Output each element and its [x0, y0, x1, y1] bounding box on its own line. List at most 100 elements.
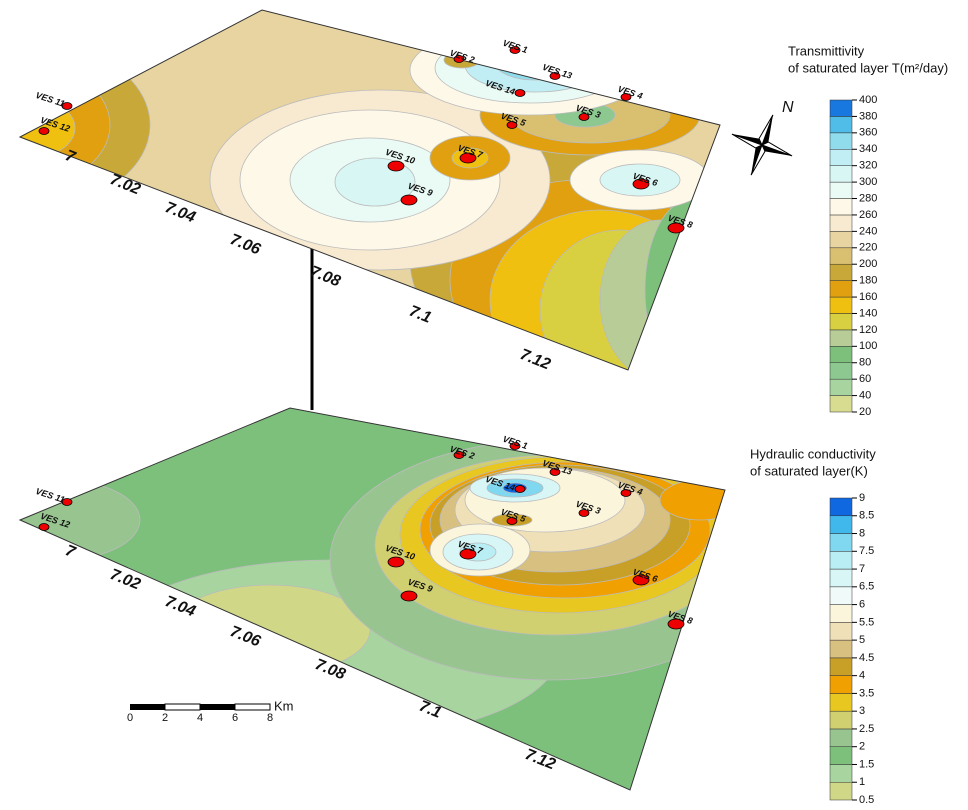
- colorbar-tick-label: 340: [859, 143, 877, 155]
- colorbar-title: Transmittivity: [788, 43, 865, 58]
- colorbar-tick-label: 3: [859, 705, 865, 717]
- colorbar-tick-label: 7: [859, 563, 865, 575]
- station-label: VES 11: [34, 486, 65, 505]
- colorbar-tick-label: 20: [859, 406, 871, 418]
- axis-label: 7.12: [517, 346, 552, 373]
- transmittivity-map: [0, 10, 735, 390]
- colorbar-tick-label: 1.5: [859, 758, 874, 770]
- axis-label: 7: [63, 542, 79, 562]
- colorbar-tick-label: 280: [859, 192, 877, 204]
- colorbar-swatch: [830, 498, 852, 516]
- colorbar-tick-label: 160: [859, 291, 877, 303]
- colorbar-swatch: [830, 379, 852, 395]
- station-marker: [39, 524, 49, 531]
- colorbar-swatch: [830, 551, 852, 569]
- colorbar-tick-label: 380: [859, 110, 877, 122]
- colorbar-swatch: [830, 215, 852, 231]
- colorbar-swatch: [830, 658, 852, 676]
- colorbar-tick-label: 0.5: [859, 794, 874, 806]
- colorbar-swatch: [830, 640, 852, 658]
- colorbar-swatch: [830, 313, 852, 329]
- colorbar-tick-label: 1: [859, 776, 865, 788]
- colorbar-swatch: [830, 199, 852, 215]
- colorbar-swatch: [830, 516, 852, 534]
- colorbar-swatch: [830, 231, 852, 247]
- colorbar-tick-label: 100: [859, 340, 877, 352]
- colorbar-tick-label: 140: [859, 307, 877, 319]
- colorbar-swatch: [830, 764, 852, 782]
- scale-label: 6: [232, 712, 238, 724]
- colorbar-title: Hydraulic conductivity: [750, 446, 876, 461]
- station-marker: [388, 557, 404, 567]
- colorbar-tick-label: 220: [859, 242, 877, 254]
- north-arrow: [721, 104, 803, 186]
- station-label: VES 11: [34, 90, 65, 109]
- axis-label: 7.04: [162, 593, 197, 620]
- colorbar-tick-label: 6.5: [859, 581, 874, 593]
- page: N Transmittivity of saturated layer T(m²/…: [0, 0, 968, 810]
- colorbar-tick-label: 2: [859, 741, 865, 753]
- colorbar-swatch: [830, 346, 852, 362]
- colorbar-tick-label: 40: [859, 389, 871, 401]
- station-marker: [515, 486, 525, 493]
- colorbar-tick-label: 240: [859, 225, 877, 237]
- station-marker: [515, 90, 525, 97]
- colorbar-tick-label: 5: [859, 634, 865, 646]
- colorbar-title: of saturated layer(K): [750, 463, 868, 478]
- figure: N Transmittivity of saturated layer T(m²/…: [0, 0, 968, 810]
- scale-bar: [130, 704, 270, 710]
- colorbar-swatch: [830, 363, 852, 379]
- north-label: N: [782, 99, 794, 116]
- colorbar-tick-label: 5.5: [859, 616, 874, 628]
- colorbar-swatch: [830, 182, 852, 198]
- axis-label: 7.06: [227, 623, 262, 650]
- colorbar-tick-label: 3.5: [859, 687, 874, 699]
- colorbar-swatch: [830, 534, 852, 552]
- station-marker: [401, 195, 417, 205]
- colorbar-swatch: [830, 149, 852, 165]
- colorbar-swatch: [830, 747, 852, 765]
- axis-label: 7.06: [227, 231, 262, 258]
- colorbar-tick-label: 8: [859, 527, 865, 539]
- colorbar-swatch: [830, 729, 852, 747]
- colorbar-swatch: [830, 587, 852, 605]
- scale-label: 0: [127, 712, 133, 724]
- colorbar-tick-label: 300: [859, 176, 877, 188]
- colorbar-swatch: [830, 396, 852, 412]
- colorbar-swatch: [830, 264, 852, 280]
- colorbar-swatch: [830, 693, 852, 711]
- colorbar-swatch: [830, 676, 852, 694]
- colorbar-tick-label: 4.5: [859, 652, 874, 664]
- colorbar-tick-label: 7.5: [859, 545, 874, 557]
- colorbar-swatch: [830, 297, 852, 313]
- colorbar-swatch: [830, 166, 852, 182]
- station-marker: [388, 161, 404, 171]
- colorbar-swatch: [830, 782, 852, 800]
- scale-label: Km: [274, 698, 294, 713]
- colorbar-tick-label: 200: [859, 258, 877, 270]
- colorbar-tick-label: 4: [859, 670, 865, 682]
- colorbar-swatch: [830, 622, 852, 640]
- station-marker: [401, 591, 417, 601]
- colorbar-swatch: [830, 281, 852, 297]
- colorbar-tick-label: 180: [859, 275, 877, 287]
- colorbar-tick-label: 60: [859, 373, 871, 385]
- scale-label: 2: [162, 712, 168, 724]
- axis-label: 7.1: [407, 303, 434, 327]
- colorbar-tick-label: 400: [859, 94, 877, 106]
- scale-label: 8: [267, 712, 273, 724]
- colorbar-swatch: [830, 569, 852, 587]
- colorbar-swatch: [830, 605, 852, 623]
- colorbar-tick-label: 2.5: [859, 723, 874, 735]
- colorbar-title: of saturated layer T(m²/day): [788, 60, 948, 75]
- colorbar-swatch: [830, 330, 852, 346]
- colorbar-tick-label: 320: [859, 160, 877, 172]
- colorbar-swatch: [830, 100, 852, 116]
- colorbar-swatch: [830, 248, 852, 264]
- colorbar-swatch: [830, 133, 852, 149]
- colorbar-tick-label: 9: [859, 492, 865, 504]
- station-marker: [39, 128, 49, 135]
- colorbar-tick-label: 8.5: [859, 510, 874, 522]
- colorbar-tick-label: 6: [859, 598, 865, 610]
- colorbar-tick-label: 120: [859, 324, 877, 336]
